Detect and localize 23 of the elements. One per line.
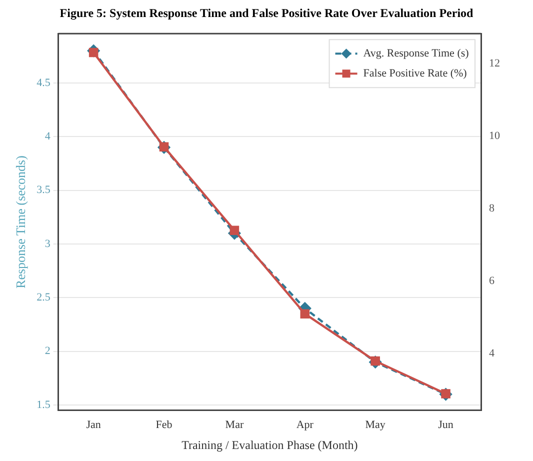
- y-tick-label: 2.5: [36, 292, 51, 304]
- x-tick-label: Jan: [86, 418, 102, 431]
- y2-tick-label: 12: [489, 57, 500, 70]
- y2-tick-label: 4: [489, 348, 495, 360]
- y2-tick-label: 6: [489, 275, 495, 288]
- y2-tick-label: 10: [489, 130, 500, 142]
- x-tick-label: Jun: [438, 418, 454, 431]
- x-tick-label: Mar: [225, 418, 244, 431]
- chart-title: Figure 5: System Response Time and False Positive Rate Over Evaluation Period: [58, 6, 474, 21]
- x-tick-label: Feb: [156, 418, 173, 431]
- y-tick-label: 4: [44, 130, 51, 143]
- y-tick-label: 3: [44, 238, 51, 250]
- x-tick-label: May: [365, 418, 386, 431]
- y-tick-label: 2: [44, 345, 50, 358]
- y-axis-title: Response Time (seconds): [13, 156, 28, 288]
- y-tick-label: 1.5: [36, 398, 51, 411]
- y2-tick-label: 8: [489, 202, 495, 214]
- y-tick-label: 4.5: [36, 76, 51, 89]
- legend-label: False Positive Rate (%): [363, 67, 468, 80]
- legend-label: Avg. Response Time (s): [363, 47, 470, 60]
- x-axis-title: Training / Evaluation Phase (Month): [182, 438, 358, 452]
- y-tick-label: 3.5: [36, 184, 51, 196]
- x-tick-label: Apr: [296, 418, 314, 431]
